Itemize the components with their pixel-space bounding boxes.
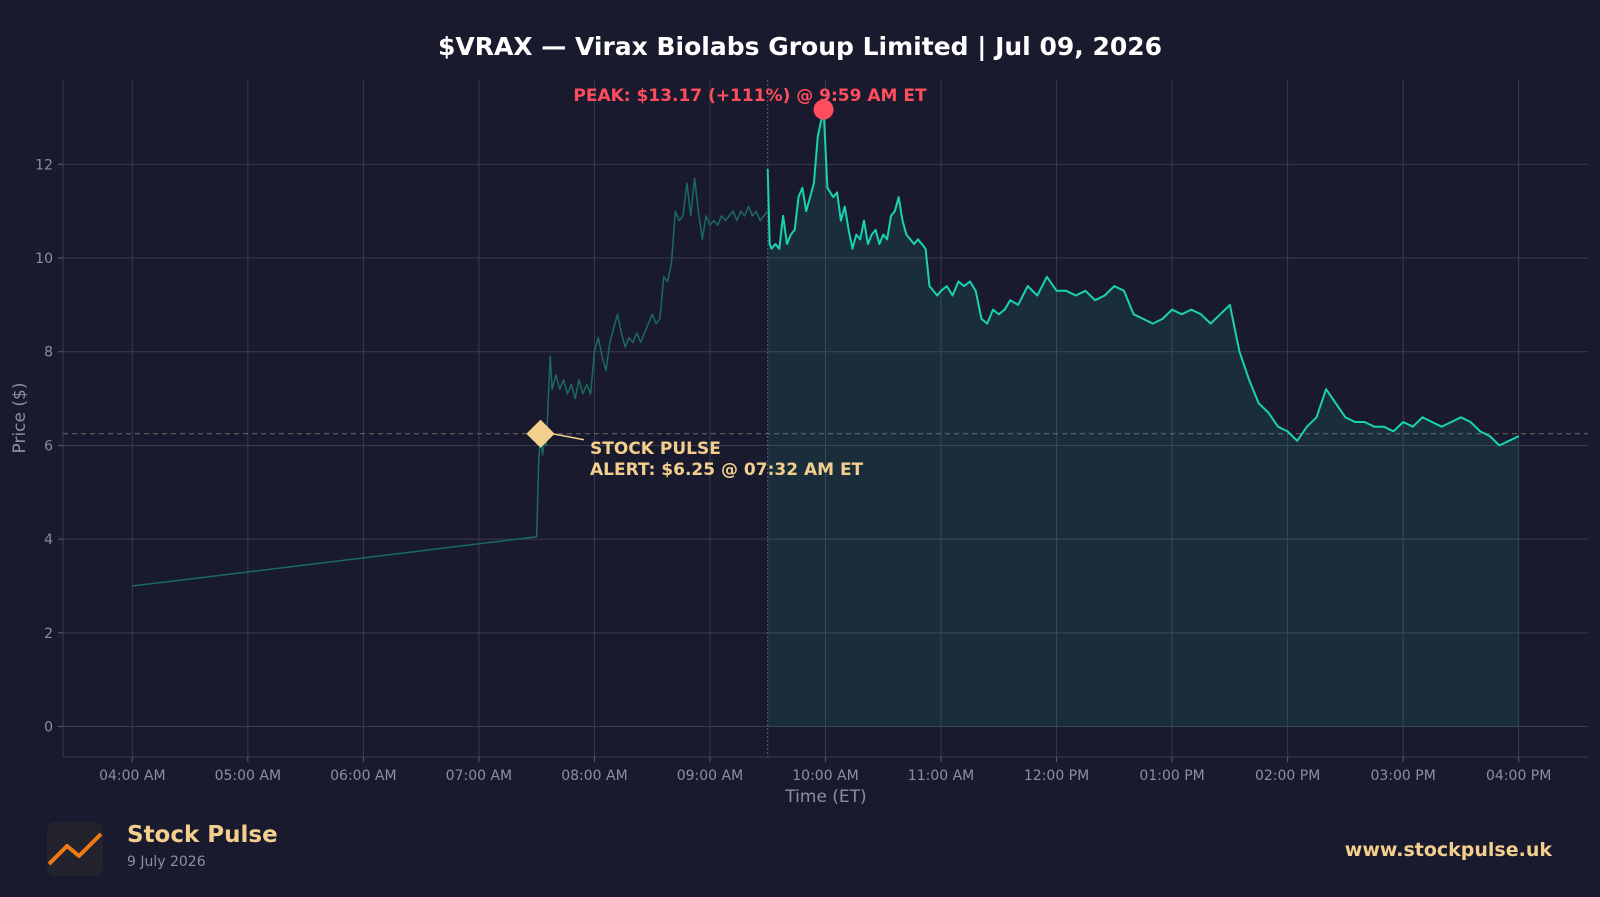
regular-price-line: [766, 108, 1520, 447]
premarket-price-line: [132, 177, 769, 587]
x-tick-label: 02:00 PM: [1255, 768, 1320, 784]
website-link[interactable]: www.stockpulse.uk: [1344, 839, 1552, 861]
x-tick-label: 08:00 AM: [561, 768, 627, 784]
y-tick-label: 0: [44, 720, 53, 736]
peak-label: PEAK: $13.17 (+111%) @ 9:59 AM ET: [573, 86, 927, 106]
x-tick-label: 09:00 AM: [677, 768, 743, 784]
alert-label-line2: ALERT: $6.25 @ 07:32 AM ET: [590, 460, 864, 480]
x-tick-label: 01:00 PM: [1139, 768, 1204, 784]
y-tick-label: 8: [44, 345, 53, 361]
trend-line-icon: [47, 832, 103, 866]
y-tick-label: 10: [35, 251, 53, 267]
x-axis-label: Time (ET): [784, 787, 866, 807]
peak-marker: [813, 99, 834, 120]
chart-title: $VRAX — Virax Biolabs Group Limited | Ju…: [438, 32, 1162, 61]
x-tick-label: 04:00 AM: [99, 768, 165, 784]
y-tick-label: 12: [35, 157, 53, 173]
y-axis-label: Price ($): [10, 383, 30, 454]
y-tick-label: 4: [44, 532, 53, 548]
brand-name: Stock Pulse: [127, 822, 278, 848]
stock-pulse-logo: [47, 822, 103, 876]
axis-ticks: 04:00 AM 05:00 AM 06:00 AM 07:00 AM 08:00 AM…: [35, 157, 1551, 784]
alert-marker: [526, 419, 555, 448]
x-tick-label: 05:00 AM: [215, 768, 281, 784]
x-tick-label: 07:00 AM: [446, 768, 512, 784]
x-tick-label: 12:00 PM: [1024, 768, 1089, 784]
regular-session-area: [767, 109, 1519, 727]
regular-session-fill: [767, 109, 1519, 727]
y-tick-label: 6: [44, 438, 53, 454]
alert-label-line1: STOCK PULSE: [590, 439, 721, 459]
annotations: PEAK: $13.17 (+111%) @ 9:59 AM ET STOCK P…: [526, 86, 927, 480]
y-tick-label: 2: [44, 626, 53, 642]
x-tick-label: 10:00 AM: [792, 768, 858, 784]
price-lines: [132, 108, 1520, 587]
x-tick-label: 03:00 PM: [1370, 768, 1435, 784]
price-chart: $VRAX — Virax Biolabs Group Limited | Ju…: [10, 32, 1588, 807]
alert-callout-line: [552, 432, 585, 441]
x-tick-label: 11:00 AM: [908, 768, 974, 784]
x-tick-label: 04:00 PM: [1486, 768, 1551, 784]
x-tick-label: 06:00 AM: [330, 768, 396, 784]
footer: Stock Pulse 9 July 2026 www.stockpulse.u…: [0, 820, 1600, 880]
brand-date: 9 July 2026: [127, 854, 206, 870]
